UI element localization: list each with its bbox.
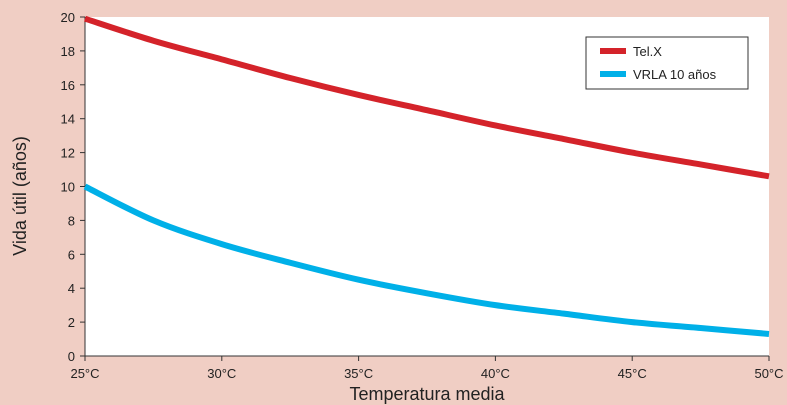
y-tick-label: 16 [61,78,75,93]
y-axis-title: Vida útil (años) [10,136,30,256]
x-tick-label: 30°C [207,366,236,381]
y-tick-label: 6 [68,247,75,262]
legend-box [585,36,749,90]
series-line-telx [84,15,770,180]
y-tick-label: 8 [68,213,75,228]
x-tick-label: 25°C [70,366,99,381]
x-tick-label: 50°C [754,366,783,381]
x-axis-ticks: 25°C 30°C 35°C 40°C 45°C 50°C [70,356,784,381]
y-tick-label: 2 [68,315,75,330]
y-tick-label: 20 [61,10,75,25]
x-tick-label: 35°C [344,366,373,381]
y-tick-label: 14 [61,112,75,127]
legend-label-vrla: VRLA 10 años [633,67,717,82]
x-axis-title: Temperatura media [349,384,505,404]
series-layer [83,15,770,337]
y-tick-label: 4 [68,281,75,296]
legend-label-telx: Tel.X [633,44,662,59]
y-tick-label: 18 [61,44,75,59]
y-tick-label: 0 [68,349,75,364]
y-tick-label: 10 [61,180,75,195]
y-axis-ticks: 0 2 4 6 8 10 12 14 16 18 20 [61,10,85,364]
legend: Tel.X VRLA 10 años [585,36,749,90]
x-tick-label: 40°C [481,366,510,381]
x-tick-label: 45°C [618,366,647,381]
y-tick-label: 12 [61,146,75,161]
series-line-vrla [83,183,770,337]
